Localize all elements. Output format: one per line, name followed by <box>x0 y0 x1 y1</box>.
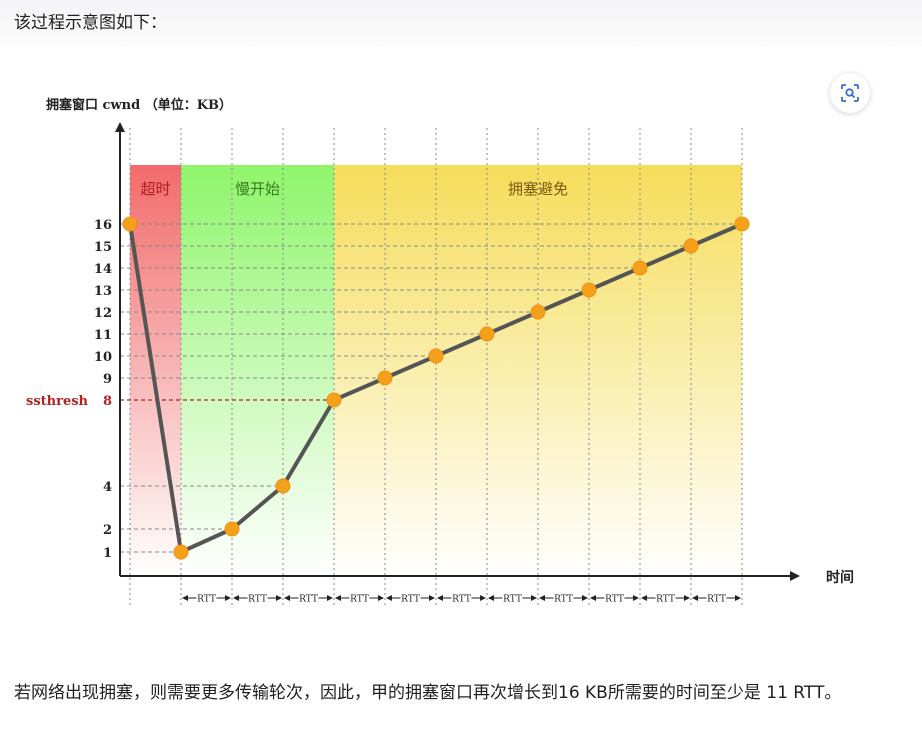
scan-button[interactable] <box>830 73 870 113</box>
y-tick-label: 12 <box>94 306 112 321</box>
rtt-label: RTT <box>656 595 675 605</box>
rtt-label-bg <box>298 592 319 604</box>
rtt-label: RTT <box>605 595 624 605</box>
data-point <box>428 348 444 364</box>
data-point <box>275 478 291 494</box>
y-tick-label: 15 <box>94 240 112 255</box>
rtt-label: RTT <box>299 595 318 605</box>
rtt-label: RTT <box>503 595 522 605</box>
data-point <box>377 370 393 386</box>
scan-lens-icon <box>841 84 859 102</box>
rtt-label: RTT <box>554 595 573 605</box>
y-tick-label: 16 <box>94 218 112 233</box>
data-point <box>224 521 240 537</box>
y-axis-label: 拥塞窗口 cwnd （单位：KB） <box>46 97 232 113</box>
intro-text: 该过程示意图如下： <box>14 13 167 33</box>
cwnd-chart: 超时 慢开始 拥塞避免1248910111213141516ssthresh拥塞窗口… <box>26 97 854 606</box>
ssthresh-label: ssthresh <box>26 394 89 409</box>
data-point <box>173 544 189 560</box>
data-point <box>581 282 597 298</box>
y-tick-label: 14 <box>94 262 112 277</box>
rtt-label-bg <box>196 592 217 604</box>
y-tick-label: 2 <box>103 523 112 538</box>
y-tick-label: 1 <box>103 546 112 561</box>
y-tick-label: 8 <box>103 394 112 409</box>
rtt-label: RTT <box>197 595 216 605</box>
data-point <box>479 326 495 342</box>
rtt-label-bg <box>655 592 676 604</box>
region-1 <box>181 165 334 576</box>
rtt-label: RTT <box>248 595 267 605</box>
region-label: 慢开始 <box>235 180 280 198</box>
y-tick-label: 10 <box>94 350 112 365</box>
y-tick-label: 13 <box>94 284 112 299</box>
rtt-label-bg <box>553 592 574 604</box>
rtt-label-bg <box>604 592 625 604</box>
y-tick-label: 4 <box>103 480 112 495</box>
rtt-label-bg <box>349 592 370 604</box>
region-label: 超时 <box>140 180 170 198</box>
conclusion-text: 若网络出现拥塞，则需要更多传输轮次，因此，甲的拥塞窗口再次增长到16 KB所需要… <box>14 683 842 703</box>
y-tick-label: 11 <box>94 328 112 343</box>
data-point <box>632 260 648 276</box>
region-label: 拥塞避免 <box>508 180 568 198</box>
data-point <box>530 304 546 320</box>
rtt-label: RTT <box>350 595 369 605</box>
x-axis-label: 时间 <box>826 569 854 586</box>
data-point <box>683 238 699 254</box>
rtt-label-bg <box>502 592 523 604</box>
y-tick-label: 9 <box>103 372 112 387</box>
top-band <box>0 0 922 46</box>
rtt-label-bg <box>451 592 472 604</box>
data-point <box>326 392 342 408</box>
rtt-label-bg <box>247 592 268 604</box>
rtt-label: RTT <box>452 595 471 605</box>
data-point <box>122 216 138 232</box>
rtt-label: RTT <box>401 595 420 605</box>
rtt-label: RTT <box>707 595 726 605</box>
rtt-label-bg <box>400 592 421 604</box>
rtt-label-bg <box>706 592 727 604</box>
data-point <box>734 216 750 232</box>
